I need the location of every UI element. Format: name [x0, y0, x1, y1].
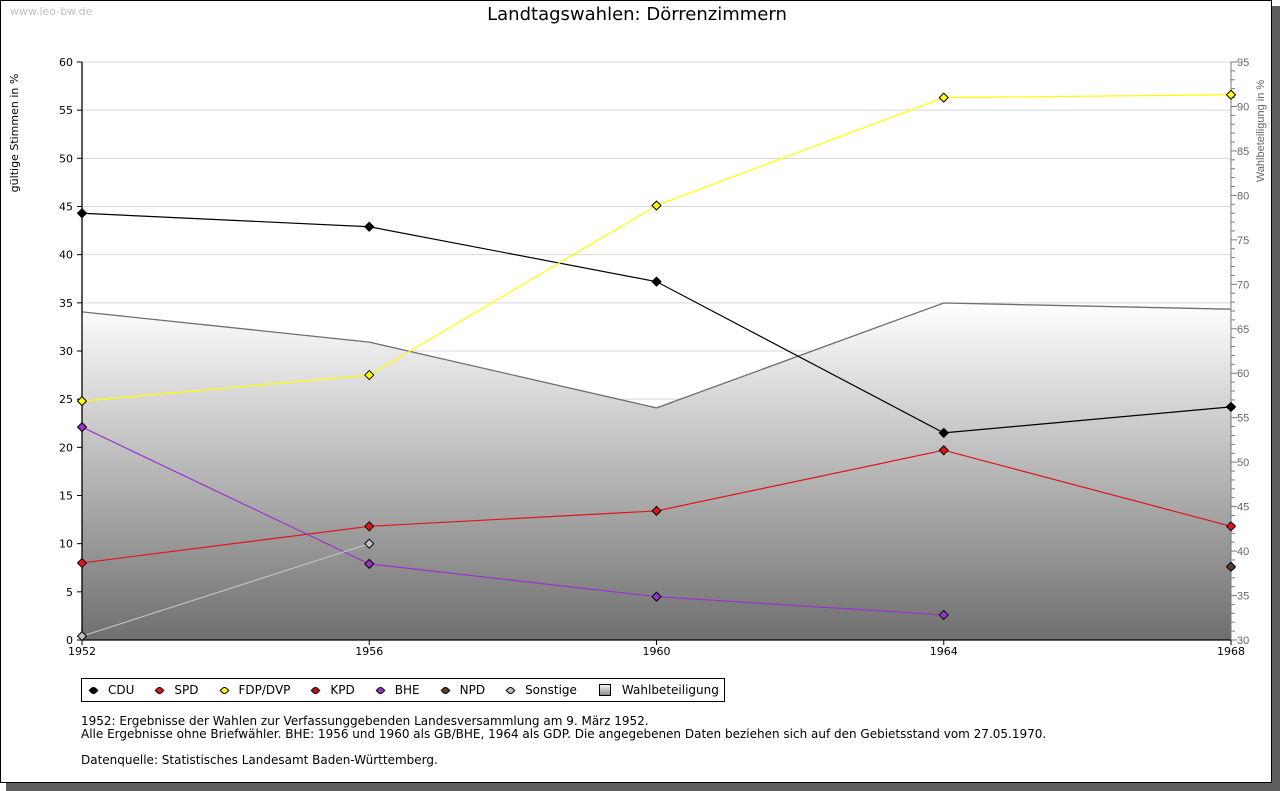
cdu-point — [364, 221, 375, 232]
y2-axis-label: Wahlbeteiligung in % — [1255, 80, 1267, 183]
cdu-point — [938, 427, 949, 438]
y-tick-label: 50 — [59, 152, 73, 165]
bhe-point — [651, 591, 662, 602]
npd-point — [1226, 561, 1236, 572]
data-source: Datenquelle: Statistisches Landesamt Bad… — [81, 753, 438, 767]
sonstige-point — [364, 538, 375, 549]
bhe-point — [77, 422, 87, 433]
chart-svg: 0 5 10 15 20 25 30 35 40 45 50 55 60 30 35 40 45 50 55 60 65… — [8, 56, 1267, 658]
sonstige-point — [77, 631, 87, 642]
y-tick-label: 30 — [59, 345, 73, 358]
fdp-dvp-point — [938, 92, 949, 103]
legend-item: BHE — [375, 683, 420, 697]
x-tick-label: 1956 — [355, 645, 383, 658]
spd-point — [364, 521, 375, 532]
cdu-point — [1226, 401, 1236, 412]
y2-tick-label: 45 — [1237, 502, 1249, 514]
legend-marker-icon — [310, 685, 321, 695]
chart-title: Landtagswahlen: Dörrenzimmern — [487, 4, 787, 25]
spd-point — [651, 505, 662, 516]
legend-label: KPD — [330, 683, 355, 697]
note-line-2: Alle Ergebnisse ohne Briefwähler. BHE: 1… — [81, 727, 1047, 741]
y2-tick-label: 30 — [1237, 635, 1249, 647]
y-tick-label: 55 — [59, 104, 73, 117]
y-tick-label: 25 — [59, 393, 73, 406]
legend-item: CDU — [88, 683, 135, 697]
sonstige-line — [81, 543, 370, 637]
y2-tick-label: 50 — [1237, 457, 1249, 469]
y2-tick-label: 55 — [1237, 413, 1249, 425]
legend-marker-icon — [88, 685, 99, 695]
legend-item: SPD — [154, 683, 199, 697]
legend-marker-icon — [505, 685, 516, 695]
legend-label: Sonstige — [525, 683, 577, 697]
legend-label: CDU — [108, 683, 135, 697]
legend-item: FDP/DVP — [219, 683, 291, 697]
bhe-line — [81, 426, 944, 616]
y-axis-label: gültige Stimmen in % — [8, 74, 21, 193]
x-tick-label: 1968 — [1217, 645, 1245, 658]
legend-label: FDP/DVP — [238, 683, 291, 697]
x-tick-label: 1952 — [68, 645, 96, 658]
spd-point — [77, 557, 87, 568]
fdp-dvp-point — [651, 200, 662, 211]
y2-tick-label: 80 — [1237, 190, 1249, 202]
y-tick-label: 20 — [59, 441, 73, 454]
legend-label: Wahlbeteiligung — [621, 683, 719, 697]
y-tick-label: 40 — [59, 249, 73, 262]
y2-tick-label: 70 — [1237, 279, 1249, 291]
legend-item: Wahlbeteiligung — [598, 683, 719, 697]
legend-box-icon — [598, 684, 611, 696]
legend-marker-icon — [440, 685, 451, 695]
legend-item: NPD — [440, 683, 486, 697]
y2-tick-label: 40 — [1237, 546, 1249, 558]
fdp-dvp-point — [1226, 89, 1236, 100]
legend-marker-icon — [154, 685, 165, 695]
y-tick-label: 5 — [66, 586, 73, 599]
x-tick-label: 1960 — [643, 645, 671, 658]
note-line-1: 1952: Ergebnisse der Wahlen zur Verfassu… — [81, 714, 649, 728]
y-tick-label: 15 — [59, 490, 73, 503]
y-tick-label: 0 — [66, 634, 73, 647]
cdu-point — [77, 208, 87, 219]
y2-tick-label: 95 — [1237, 57, 1249, 69]
legend-label: BHE — [394, 683, 420, 697]
fdp-dvp-point — [77, 396, 87, 407]
legend-marker-icon — [219, 685, 229, 695]
spd-point — [1226, 521, 1236, 532]
legend-label: NPD — [459, 683, 486, 697]
y-tick-label: 60 — [59, 56, 73, 69]
legend: CDU SPD FDP/DVP KPD BHE NPD Sonstige Wahlbeteil… — [81, 678, 725, 702]
y2-tick-label: 65 — [1237, 324, 1249, 336]
cdu-point — [651, 276, 662, 287]
wahlbeteiligung-area — [82, 302, 1231, 640]
frame-shadow-right — [1272, 6, 1280, 791]
bhe-point — [364, 558, 375, 569]
fdp-dvp-point — [364, 370, 375, 381]
watermark: www.leo-bw.de — [10, 5, 93, 18]
y2-tick-label: 85 — [1237, 146, 1249, 158]
legend-item: Sonstige — [505, 683, 577, 697]
y2-tick-label: 75 — [1237, 235, 1249, 247]
y2-tick-label: 90 — [1237, 101, 1249, 113]
frame-shadow-bottom — [6, 783, 1280, 791]
legend-label: SPD — [174, 683, 199, 697]
y-tick-label: 45 — [59, 201, 73, 214]
bhe-point — [938, 609, 949, 620]
x-tick-label: 1964 — [930, 645, 958, 658]
wahlbeteiligung-line — [81, 302, 1232, 409]
y-tick-label: 10 — [59, 538, 73, 551]
y2-tick-label: 35 — [1237, 591, 1249, 603]
legend-item: KPD — [310, 683, 355, 697]
spd-point — [938, 445, 949, 456]
y-tick-label: 35 — [59, 297, 73, 310]
legend-marker-icon — [375, 685, 386, 695]
y2-tick-label: 60 — [1237, 368, 1249, 380]
